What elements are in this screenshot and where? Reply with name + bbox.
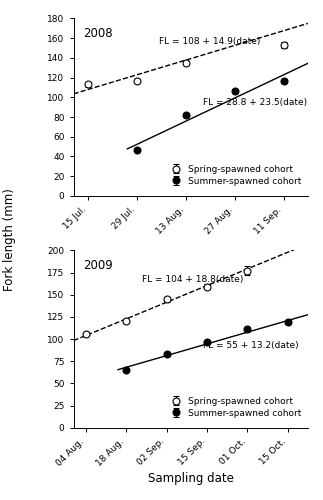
Text: 2009: 2009 — [83, 260, 113, 272]
Text: FL = 108 + 14.9(date): FL = 108 + 14.9(date) — [159, 37, 260, 46]
Legend: Spring-spawned cohort, Summer-spawned cohort: Spring-spawned cohort, Summer-spawned co… — [168, 395, 304, 419]
Legend: Spring-spawned cohort, Summer-spawned cohort: Spring-spawned cohort, Summer-spawned co… — [168, 163, 304, 188]
Text: 2008: 2008 — [83, 28, 113, 40]
X-axis label: Sampling date: Sampling date — [148, 472, 234, 485]
Text: Fork length (mm): Fork length (mm) — [3, 188, 16, 292]
Text: FL = 55 + 13.2(date): FL = 55 + 13.2(date) — [203, 341, 298, 350]
Text: FL = 104 + 18.8(date): FL = 104 + 18.8(date) — [142, 275, 244, 284]
Text: FL = 28.8 + 23.5(date): FL = 28.8 + 23.5(date) — [203, 98, 307, 107]
